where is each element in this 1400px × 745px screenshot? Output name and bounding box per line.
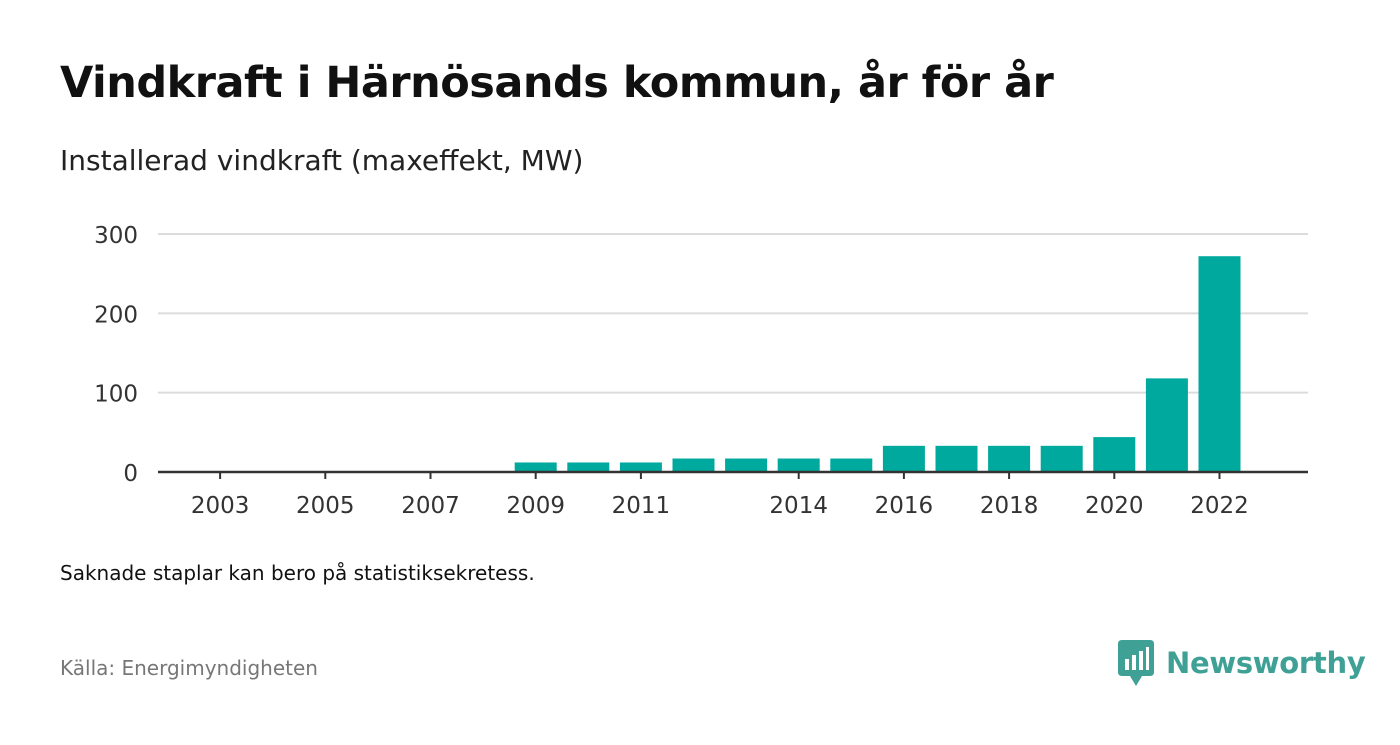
bar-2018 bbox=[988, 445, 1031, 472]
x-tick-label: 2007 bbox=[401, 493, 460, 519]
x-tick-label: 2022 bbox=[1190, 493, 1249, 519]
gridlines bbox=[158, 233, 1308, 394]
y-tick-label: 0 bbox=[123, 461, 138, 487]
bar-2016 bbox=[882, 445, 925, 472]
bar-2022 bbox=[1198, 256, 1241, 472]
x-tick-label: 2018 bbox=[980, 493, 1039, 519]
bar-2021 bbox=[1145, 378, 1188, 472]
x-tick-label: 2003 bbox=[191, 493, 250, 519]
y-tick-label: 300 bbox=[94, 223, 138, 249]
bar-2014 bbox=[777, 458, 820, 472]
chart-title: Vindkraft i Härnösands kommun, år för år bbox=[60, 58, 1054, 108]
axes: 0 100 200 300 2003 2005 2007 2009 2011 2014 2016 20… bbox=[94, 223, 1308, 519]
y-tick-label: 100 bbox=[94, 382, 138, 408]
newsworthy-logo-icon bbox=[1118, 640, 1154, 686]
y-tick-label: 200 bbox=[94, 302, 138, 328]
x-tick-label: 2005 bbox=[296, 493, 355, 519]
bars bbox=[514, 256, 1241, 472]
bar-2011 bbox=[619, 462, 662, 472]
bar-2009 bbox=[514, 462, 557, 472]
x-tick-label: 2011 bbox=[612, 493, 671, 519]
x-tick-label: 2009 bbox=[506, 493, 565, 519]
x-tick-label: 2014 bbox=[769, 493, 828, 519]
brand-logo: Newsworthy bbox=[1118, 640, 1366, 686]
bar-2019 bbox=[1040, 445, 1083, 472]
footnote: Saknade staplar kan bero på statistiksek… bbox=[60, 561, 535, 585]
brand-name: Newsworthy bbox=[1166, 646, 1366, 680]
bar-2012 bbox=[672, 458, 715, 472]
source-label: Källa: Energimyndigheten bbox=[60, 656, 318, 680]
bar-2015 bbox=[830, 458, 873, 472]
chart-subtitle: Installerad vindkraft (maxeffekt, MW) bbox=[60, 144, 584, 177]
bar-2010 bbox=[567, 462, 610, 472]
bar-2017 bbox=[935, 445, 978, 472]
bar-2013 bbox=[725, 458, 768, 472]
x-tick-label: 2020 bbox=[1085, 493, 1144, 519]
bar-2020 bbox=[1093, 437, 1136, 472]
x-tick-label: 2016 bbox=[875, 493, 934, 519]
